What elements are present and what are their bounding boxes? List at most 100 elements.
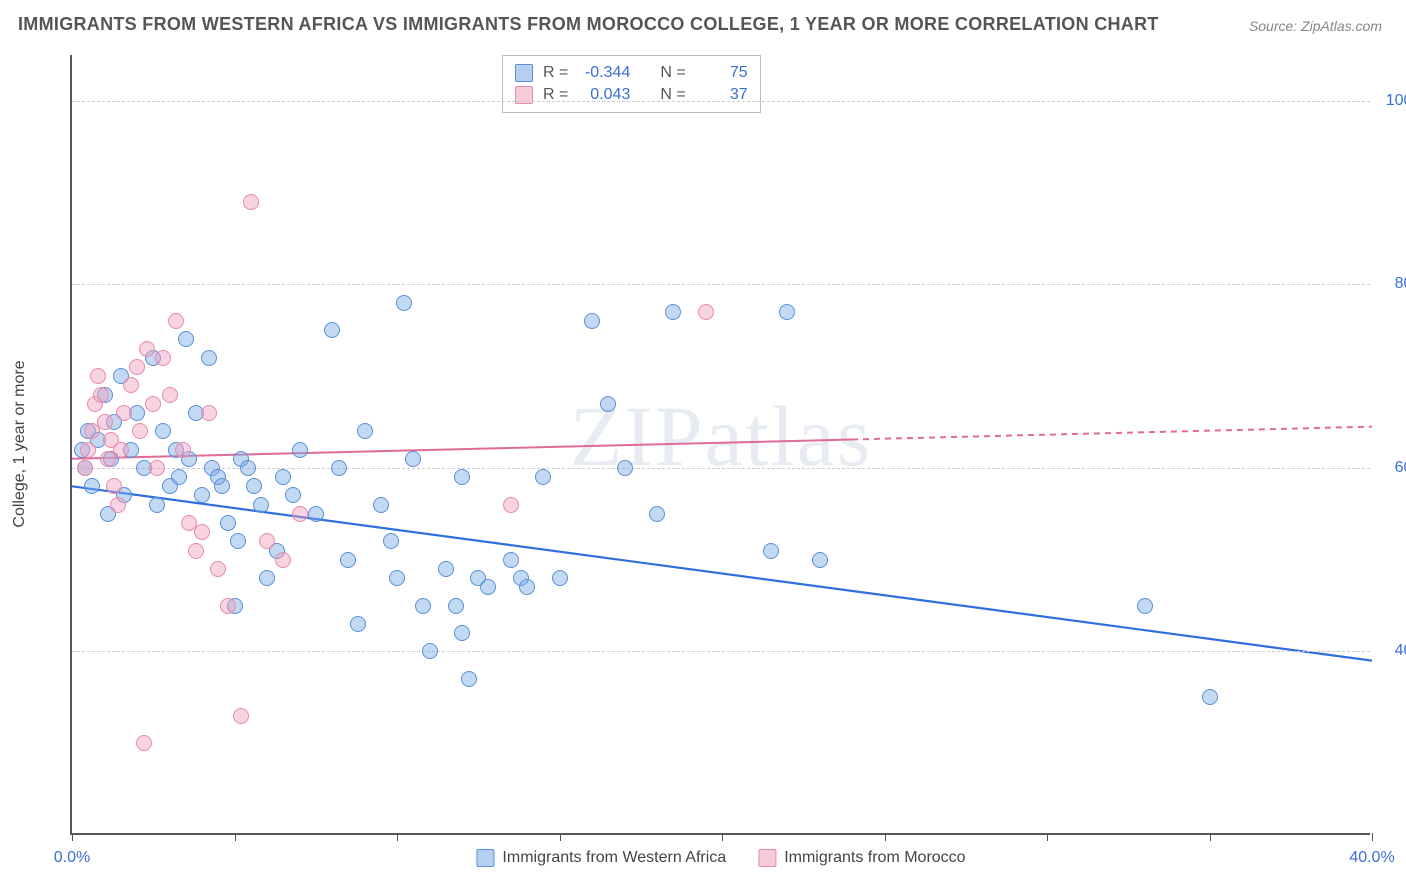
- data-point: [113, 442, 129, 458]
- data-point: [285, 487, 301, 503]
- data-point: [149, 460, 165, 476]
- gridline-h: [72, 101, 1370, 102]
- data-point: [275, 469, 291, 485]
- data-point: [438, 561, 454, 577]
- data-point: [123, 377, 139, 393]
- x-tick: [1210, 833, 1211, 841]
- x-tick-label: 40.0%: [1349, 849, 1394, 867]
- data-point: [233, 708, 249, 724]
- x-tick: [1047, 833, 1048, 841]
- data-point: [194, 487, 210, 503]
- data-point: [240, 460, 256, 476]
- data-point: [649, 506, 665, 522]
- data-point: [132, 423, 148, 439]
- plot-area: College, 1 year or more ZIPatlas R = -0.…: [70, 55, 1370, 835]
- data-point: [617, 460, 633, 476]
- n-value: 75: [696, 64, 748, 82]
- data-point: [201, 350, 217, 366]
- data-point: [246, 478, 262, 494]
- data-point: [763, 543, 779, 559]
- data-point: [90, 368, 106, 384]
- data-point: [340, 552, 356, 568]
- series-legend-label: Immigrants from Morocco: [784, 849, 965, 867]
- n-label: N =: [660, 64, 685, 82]
- data-point: [779, 304, 795, 320]
- data-point: [292, 506, 308, 522]
- data-point: [1202, 689, 1218, 705]
- x-tick: [397, 833, 398, 841]
- data-point: [350, 616, 366, 632]
- data-point: [243, 194, 259, 210]
- data-point: [171, 469, 187, 485]
- data-point: [535, 469, 551, 485]
- data-point: [162, 387, 178, 403]
- data-point: [373, 497, 389, 513]
- source-attribution: Source: ZipAtlas.com: [1249, 18, 1382, 34]
- y-axis-title: College, 1 year or more: [11, 360, 29, 527]
- data-point: [1137, 598, 1153, 614]
- data-point: [129, 359, 145, 375]
- data-point: [214, 478, 230, 494]
- data-point: [194, 524, 210, 540]
- data-point: [324, 322, 340, 338]
- data-point: [80, 442, 96, 458]
- trend-lines: [72, 55, 1372, 835]
- data-point: [84, 478, 100, 494]
- data-point: [188, 543, 204, 559]
- chart-title: IMMIGRANTS FROM WESTERN AFRICA VS IMMIGR…: [18, 14, 1159, 35]
- data-point: [106, 478, 122, 494]
- data-point: [97, 414, 113, 430]
- data-point: [275, 552, 291, 568]
- data-point: [139, 341, 155, 357]
- data-point: [178, 331, 194, 347]
- data-point: [149, 497, 165, 513]
- data-point: [600, 396, 616, 412]
- data-point: [155, 423, 171, 439]
- x-tick-label: 0.0%: [54, 849, 90, 867]
- data-point: [357, 423, 373, 439]
- data-point: [480, 579, 496, 595]
- data-point: [552, 570, 568, 586]
- gridline-h: [72, 468, 1370, 469]
- x-tick: [1372, 833, 1373, 841]
- data-point: [396, 295, 412, 311]
- data-point: [136, 735, 152, 751]
- series-legend-item: Immigrants from Morocco: [758, 849, 965, 867]
- data-point: [145, 396, 161, 412]
- data-point: [220, 515, 236, 531]
- data-point: [201, 405, 217, 421]
- data-point: [454, 625, 470, 641]
- legend-swatch: [515, 64, 533, 82]
- data-point: [220, 598, 236, 614]
- data-point: [168, 313, 184, 329]
- y-tick-label: 80.0%: [1380, 275, 1406, 293]
- data-point: [389, 570, 405, 586]
- data-point: [230, 533, 246, 549]
- y-tick-label: 100.0%: [1380, 92, 1406, 110]
- data-point: [383, 533, 399, 549]
- data-point: [116, 405, 132, 421]
- data-point: [405, 451, 421, 467]
- legend-swatch: [476, 849, 494, 867]
- data-point: [698, 304, 714, 320]
- legend-swatch: [758, 849, 776, 867]
- x-tick: [235, 833, 236, 841]
- data-point: [77, 460, 93, 476]
- data-point: [259, 533, 275, 549]
- r-value: -0.344: [578, 64, 630, 82]
- stats-legend-row: R = -0.344 N = 75: [515, 62, 748, 84]
- data-point: [448, 598, 464, 614]
- data-point: [422, 643, 438, 659]
- x-tick: [560, 833, 561, 841]
- r-label: R =: [543, 64, 568, 82]
- x-tick: [72, 833, 73, 841]
- series-legend-label: Immigrants from Western Africa: [502, 849, 726, 867]
- gridline-h: [72, 651, 1370, 652]
- data-point: [253, 497, 269, 513]
- data-point: [155, 350, 171, 366]
- data-point: [175, 442, 191, 458]
- data-point: [584, 313, 600, 329]
- data-point: [93, 387, 109, 403]
- data-point: [259, 570, 275, 586]
- data-point: [519, 579, 535, 595]
